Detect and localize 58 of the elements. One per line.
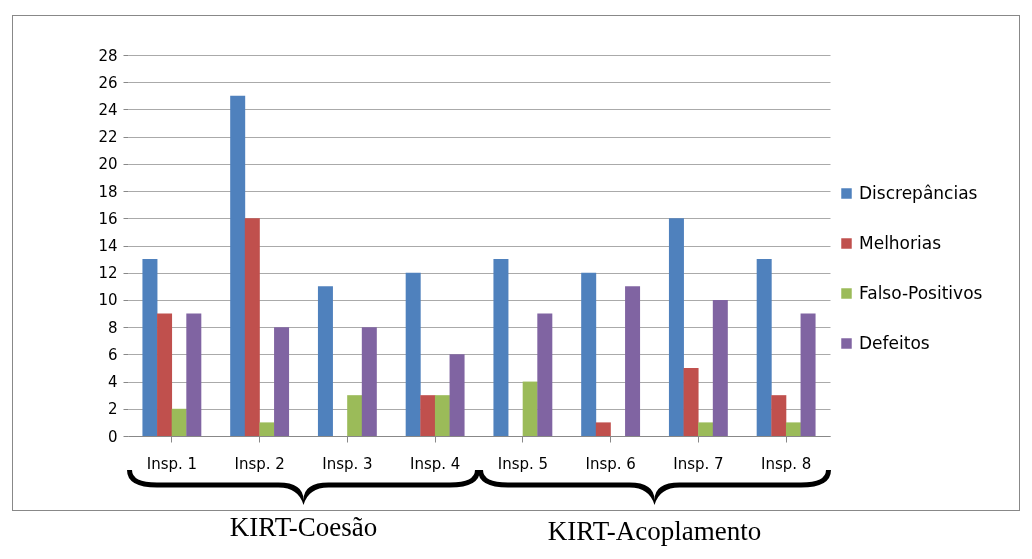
y-tick-label: 10 — [98, 291, 118, 310]
x-tick-label: Insp. 3 — [322, 454, 373, 473]
bar — [434, 395, 450, 436]
x-tick-label: Insp. 7 — [673, 454, 724, 473]
bar — [595, 422, 611, 436]
bar — [157, 313, 173, 436]
bar — [142, 259, 158, 436]
text: KIRT-Acoplamento — [547, 516, 762, 547]
bar — [230, 95, 246, 436]
bar — [493, 259, 509, 436]
y-tick-label: 6 — [107, 345, 118, 364]
bar — [625, 286, 641, 436]
legend-label: Melhorias — [859, 232, 942, 253]
bar — [317, 286, 333, 436]
x-tick-label: Insp. 4 — [409, 454, 461, 473]
bar — [785, 422, 801, 436]
x-tick-label: Insp. 2 — [234, 454, 285, 473]
bar — [420, 395, 436, 436]
x-tick-label: Insp. 5 — [497, 454, 549, 473]
bar — [756, 259, 772, 436]
y-tick-label: 24 — [98, 100, 118, 119]
y-tick-label: 18 — [98, 182, 118, 201]
y-tick-label: 14 — [98, 237, 118, 255]
bar — [698, 422, 714, 436]
legend-label: Defeitos — [859, 332, 930, 353]
text: KIRT-Coesão — [229, 512, 378, 543]
x-tick-label: Insp. 1 — [146, 454, 198, 473]
bar — [171, 408, 187, 436]
bar — [347, 395, 363, 436]
bar — [712, 299, 728, 436]
y-tick-label: 12 — [98, 264, 118, 283]
bar — [449, 354, 465, 436]
bar — [259, 422, 275, 436]
y-tick-label: 16 — [98, 209, 118, 228]
bar — [771, 395, 787, 436]
legend-label: Discrepâncias — [859, 182, 978, 203]
y-tick-label: 2 — [107, 400, 118, 419]
y-tick-label: 4 — [107, 373, 118, 392]
bar — [522, 381, 538, 436]
x-tick-label: Insp. 8 — [760, 454, 812, 473]
y-tick-label: 26 — [98, 73, 118, 92]
bar — [186, 313, 202, 436]
bar — [361, 327, 377, 436]
y-tick-label: 22 — [98, 128, 118, 147]
bar — [668, 218, 684, 436]
bar — [683, 367, 699, 436]
x-tick-label: Insp. 6 — [585, 454, 636, 473]
y-tick-label: 0 — [107, 427, 118, 446]
bar — [405, 272, 421, 436]
bar — [581, 272, 597, 436]
y-tick-label: 28 — [98, 46, 118, 65]
bar — [244, 218, 260, 436]
bar — [537, 313, 553, 436]
bar — [274, 327, 290, 436]
y-tick-label: 20 — [98, 155, 118, 174]
bar — [800, 313, 816, 436]
legend-label: Falso-Positivos — [859, 282, 983, 303]
y-tick-label: 8 — [107, 318, 118, 337]
